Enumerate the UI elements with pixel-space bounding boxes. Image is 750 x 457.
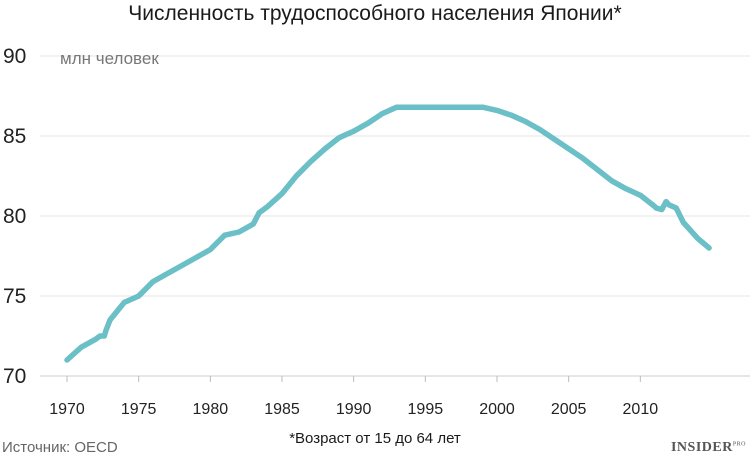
y-tick-label: 75 [3, 285, 26, 308]
x-tick-label: 2000 [479, 401, 515, 418]
series-line-working-age-population [64, 104, 712, 363]
x-tick-label: 1990 [336, 401, 372, 418]
footnote: *Возраст от 15 до 64 лет [289, 430, 461, 447]
x-tick-label: 1985 [264, 401, 300, 418]
x-tick-label: 2010 [623, 401, 659, 418]
brand-logo: INSIDERPRO [670, 440, 746, 455]
gridlines [40, 55, 750, 297]
x-tick-label: 1970 [49, 401, 85, 418]
chart-title: Численность трудоспособного населения Яп… [128, 2, 622, 25]
x-tick-label: 1980 [193, 401, 229, 418]
y-tick-label: 70 [3, 365, 26, 388]
x-tick-label: 1995 [408, 401, 444, 418]
y-tick-label: 80 [3, 205, 26, 228]
x-tick-label: 2005 [551, 401, 587, 418]
y-tick-label: 90 [3, 45, 26, 68]
y-axis-ticks: 70 75 80 85 90 [3, 45, 26, 388]
y-tick-label: 85 [3, 125, 26, 148]
x-tick-label: 1975 [121, 401, 157, 418]
x-axis-ticks: 1970 1975 1980 1985 1990 1995 2000 2005 2010 [49, 376, 658, 418]
source-note: Источник: OECD [2, 439, 118, 456]
y-axis-unit-label: млн человек [60, 49, 159, 68]
